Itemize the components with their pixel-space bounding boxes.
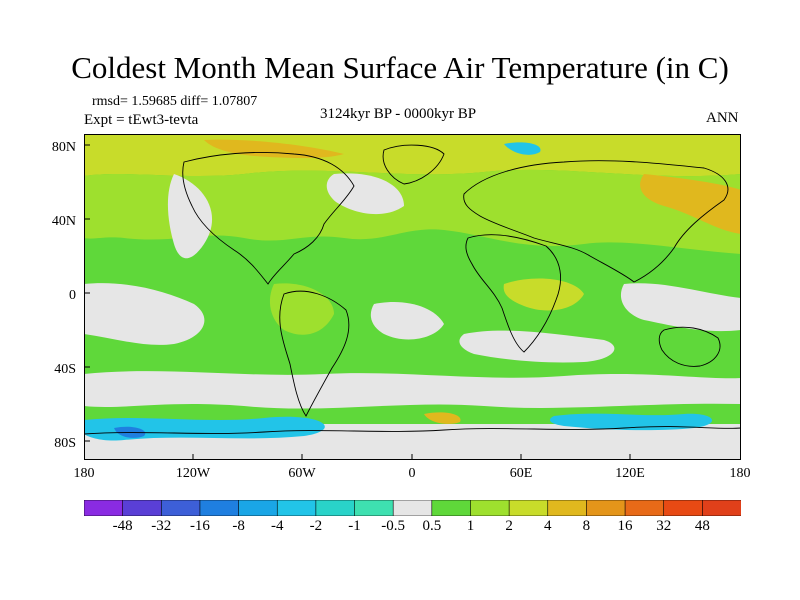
- colorbar-label: -8: [232, 518, 245, 534]
- colorbar-label: 0.5: [422, 518, 442, 534]
- experiment-line: Expt = tEwt3-tevta: [84, 112, 199, 128]
- lon-label-120w: 120W: [175, 466, 211, 481]
- coastline-africa: [465, 234, 562, 353]
- patch-wpacific-neutral: [620, 283, 741, 332]
- lat-label-40s: 40S: [54, 362, 76, 377]
- patch-spacific-neutral: [84, 283, 205, 345]
- colorbar-label: 8: [582, 518, 591, 534]
- colorbar-label: -16: [189, 518, 210, 534]
- colorbar-label: 1: [466, 518, 475, 534]
- patch-africa-warm: [503, 278, 584, 311]
- patch-indian-neutral: [459, 330, 615, 363]
- colorbar-swatch: [431, 500, 472, 516]
- lat-label-40n: 40N: [51, 214, 76, 229]
- colorbar: [84, 500, 741, 516]
- colorbar-label: 4: [544, 518, 552, 534]
- colorbar-label: -2: [309, 518, 323, 534]
- colorbar-label: -32: [151, 518, 172, 534]
- patch-eastantarctic-cool: [549, 413, 713, 431]
- colorbar-swatch: [586, 500, 626, 516]
- colorbar-swatch: [315, 500, 356, 516]
- colorbar-swatch: [624, 500, 665, 516]
- colorbar-label: 2: [505, 518, 513, 534]
- coastline-greenland: [382, 144, 445, 185]
- period-label: 3124kyr BP - 0000kyr BP: [320, 106, 477, 122]
- lon-label-0: 0: [408, 466, 416, 481]
- season-label: ANN: [706, 110, 739, 126]
- colorbar-swatch: [199, 500, 240, 516]
- colorbar-swatch: [663, 500, 703, 516]
- patch-greenland-cool: [504, 142, 541, 155]
- coastline-south-america: [279, 290, 350, 417]
- colorbar-swatch: [160, 500, 201, 516]
- colorbar-swatch: [276, 500, 317, 516]
- patch-southern-ocean-neutral: [84, 371, 741, 409]
- colorbar-swatch: [122, 500, 162, 516]
- stats-line: rmsd= 1.59685 diff= 1.07807: [92, 94, 258, 109]
- patch-north-warm: [84, 169, 741, 254]
- colorbar-swatch: [702, 500, 741, 516]
- temperature-map: [84, 134, 741, 460]
- lat-label-80s: 80S: [54, 436, 76, 451]
- patch-npacific-neutral: [167, 174, 213, 259]
- lat-label-0: 0: [69, 288, 76, 303]
- lat-label-80n: 80N: [51, 140, 76, 155]
- colorbar-swatch: [470, 500, 510, 516]
- coastline-north-america: [182, 151, 355, 285]
- colorbar-label: -0.5: [381, 518, 406, 534]
- coastline-eurasia: [463, 160, 729, 283]
- colorbar-swatch: [392, 500, 433, 516]
- map-title: Coldest Month Mean Surface Air Temperatu…: [71, 50, 729, 85]
- colorbar-swatch: [547, 500, 588, 516]
- colorbar-swatch: [508, 500, 549, 516]
- colorbar-label: 16: [617, 518, 633, 534]
- colorbar-label: 32: [656, 518, 672, 534]
- patch-satlantic-neutral: [370, 302, 444, 340]
- lon-label-120e: 120E: [615, 466, 645, 481]
- patch-natlantic-neutral: [326, 173, 404, 215]
- patch-siberia-hot: [640, 174, 741, 234]
- lon-label-60e: 60E: [509, 466, 533, 481]
- patch-weddell-hot: [424, 412, 461, 424]
- lon-label-60w: 60W: [288, 466, 316, 481]
- colorbar-swatch: [238, 500, 278, 516]
- coastline-antarctica: [84, 426, 741, 435]
- map-ticks: [84, 144, 631, 460]
- coastlines: [84, 144, 741, 435]
- patch-samerica-warm: [269, 283, 334, 335]
- colorbar-swatch: [84, 500, 124, 516]
- colorbar-label: -48: [112, 518, 133, 534]
- lon-label-180e: 180: [729, 466, 751, 481]
- colorbar-swatch: [354, 500, 394, 516]
- colorbar-label: -4: [270, 518, 284, 534]
- lon-label-180w: 180: [73, 466, 95, 481]
- coastline-australia: [658, 326, 721, 367]
- colorbar-label: -1: [348, 518, 361, 534]
- colorbar-label: 48: [694, 518, 710, 534]
